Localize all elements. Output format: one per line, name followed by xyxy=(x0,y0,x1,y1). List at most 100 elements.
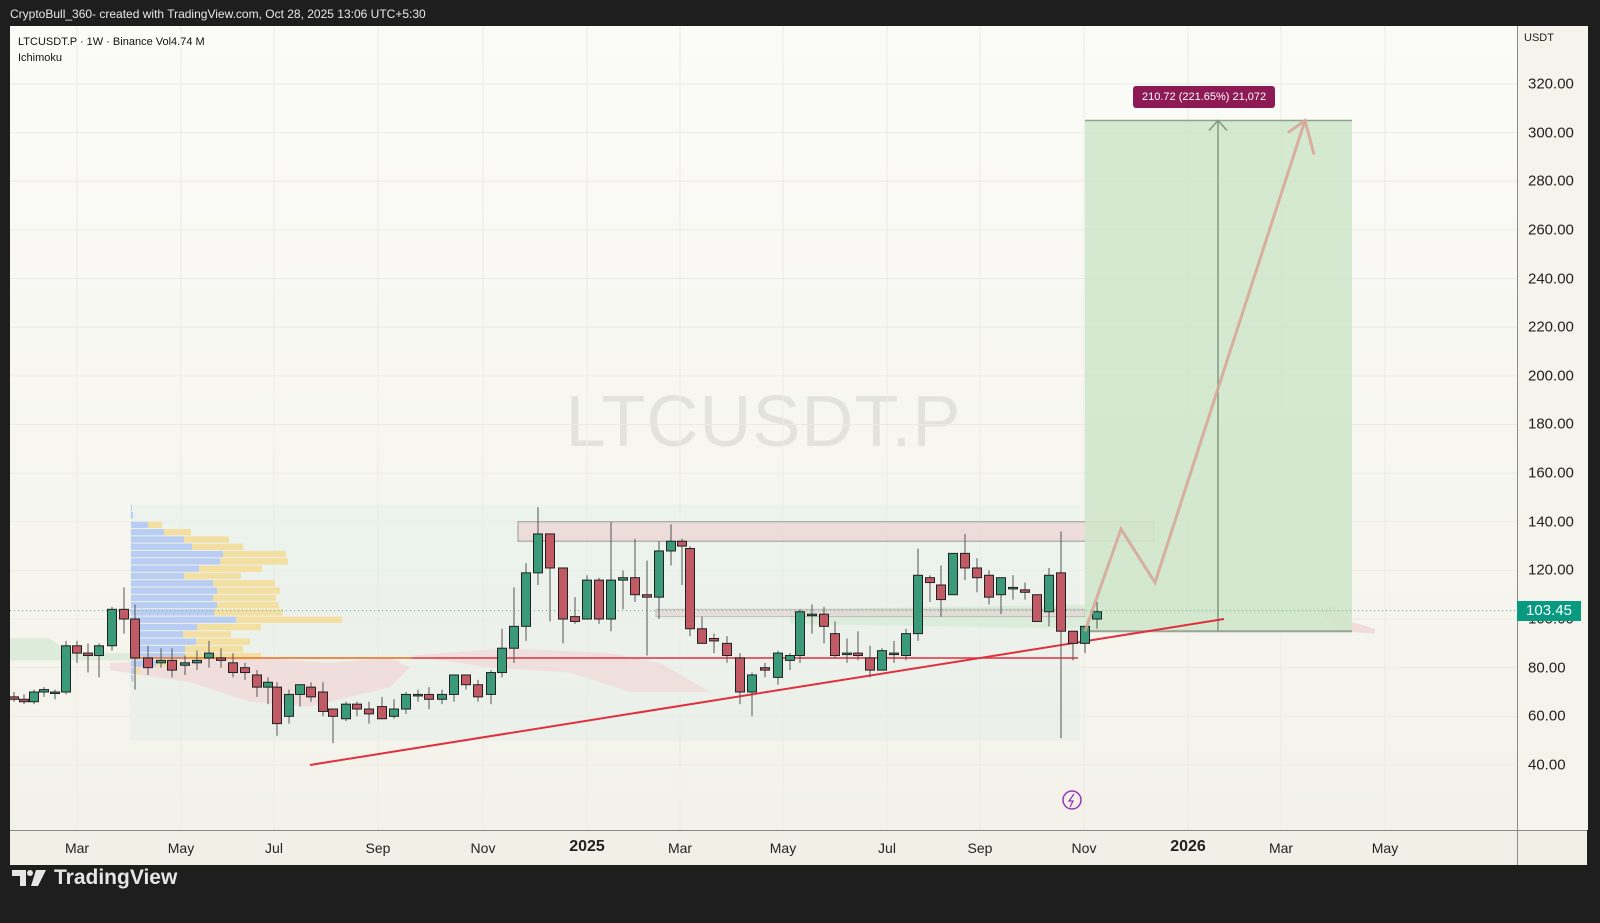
candle-bearish[interactable] xyxy=(240,667,250,674)
candle-bearish[interactable] xyxy=(473,684,483,698)
candle-bearish[interactable] xyxy=(1068,630,1078,644)
candle-bullish[interactable] xyxy=(156,659,166,664)
candle-bullish[interactable] xyxy=(50,691,60,694)
candle-bullish[interactable] xyxy=(747,674,757,693)
candle-bullish[interactable] xyxy=(996,577,1006,596)
candle-bearish[interactable] xyxy=(10,696,19,700)
candle-bearish[interactable] xyxy=(972,567,982,579)
candle-bearish[interactable] xyxy=(167,659,177,671)
candle-bearish[interactable] xyxy=(318,691,328,712)
candle-bullish[interactable] xyxy=(1080,625,1090,644)
candlestick-chart[interactable] xyxy=(10,26,1517,830)
candle-bullish[interactable] xyxy=(877,650,887,671)
candle-bearish[interactable] xyxy=(984,574,994,598)
candle-bearish[interactable] xyxy=(960,552,970,569)
candle-bearish[interactable] xyxy=(642,594,652,598)
candle-bearish[interactable] xyxy=(630,577,640,596)
candle-bearish[interactable] xyxy=(72,645,82,654)
candle-bullish[interactable] xyxy=(509,625,519,649)
candle-bullish[interactable] xyxy=(618,577,628,581)
candle-bearish[interactable] xyxy=(925,577,935,584)
candle-bearish[interactable] xyxy=(216,657,226,661)
candle-bullish[interactable] xyxy=(889,652,899,656)
candle-bullish[interactable] xyxy=(842,652,852,656)
candle-bearish[interactable] xyxy=(545,533,555,569)
tradingview-logo[interactable]: TradingView xyxy=(12,866,177,890)
candle-bullish[interactable] xyxy=(192,659,202,664)
candle-bullish[interactable] xyxy=(295,684,305,695)
candle-bullish[interactable] xyxy=(437,693,447,700)
candle-bullish[interactable] xyxy=(29,691,39,703)
candle-bullish[interactable] xyxy=(521,572,531,627)
candle-bearish[interactable] xyxy=(819,613,829,627)
candle-bullish[interactable] xyxy=(666,540,676,552)
candle-bearish[interactable] xyxy=(936,584,946,601)
candle-bearish[interactable] xyxy=(570,616,580,622)
candle-bearish[interactable] xyxy=(377,706,387,720)
candle-bearish[interactable] xyxy=(1056,572,1066,632)
candle-bullish[interactable] xyxy=(913,574,923,635)
candle-bearish[interactable] xyxy=(558,567,568,620)
candle-bullish[interactable] xyxy=(606,579,616,620)
candle-bearish[interactable] xyxy=(306,686,316,698)
candle-bullish[interactable] xyxy=(39,689,49,693)
candle-bullish[interactable] xyxy=(533,533,543,574)
candle-bullish[interactable] xyxy=(449,674,459,695)
candle-bullish[interactable] xyxy=(486,672,496,695)
candle-bearish[interactable] xyxy=(677,540,687,547)
candle-bullish[interactable] xyxy=(654,550,664,598)
measure-tool-label[interactable]: 210.72 (221.65%) 21,072 xyxy=(1133,86,1276,108)
candle-bearish[interactable] xyxy=(228,662,238,674)
candle-bullish[interactable] xyxy=(901,633,911,657)
candle-bullish[interactable] xyxy=(284,693,294,717)
candle-bullish[interactable] xyxy=(582,579,592,620)
candle-bullish[interactable] xyxy=(807,613,817,617)
candle-bearish[interactable] xyxy=(424,693,434,700)
candle-bullish[interactable] xyxy=(263,681,273,688)
candle-bullish[interactable] xyxy=(61,645,71,693)
candle-bullish[interactable] xyxy=(785,655,795,661)
candle-bearish[interactable] xyxy=(130,618,140,659)
candle-bearish[interactable] xyxy=(119,608,129,620)
resistance-zone[interactable] xyxy=(517,521,1155,542)
candle-bullish[interactable] xyxy=(1092,611,1102,620)
candle-bullish[interactable] xyxy=(773,652,783,678)
time-axis[interactable]: Mar May Jul Sep Nov 2025 Mar May Jul Sep Nov 2026 Ma… xyxy=(10,830,1587,865)
candle-bearish[interactable] xyxy=(143,657,153,669)
candle-bearish[interactable] xyxy=(722,642,732,657)
candle-bullish[interactable] xyxy=(94,645,104,657)
candle-bearish[interactable] xyxy=(364,708,374,715)
candle-bullish[interactable] xyxy=(948,552,958,596)
indicator-label[interactable]: Ichimoku xyxy=(18,52,63,64)
candle-bearish[interactable] xyxy=(685,548,695,630)
candle-bearish[interactable] xyxy=(328,708,338,717)
candle-bearish[interactable] xyxy=(697,628,707,644)
candle-bearish[interactable] xyxy=(19,698,29,703)
currency-unit-label[interactable]: USDT xyxy=(1524,32,1554,44)
candle-bearish[interactable] xyxy=(1020,589,1030,593)
candle-bearish[interactable] xyxy=(830,633,840,657)
candle-bullish[interactable] xyxy=(180,662,190,666)
candle-bullish[interactable] xyxy=(204,652,214,659)
symbol-info[interactable]: LTCUSDT.P · 1W · Binance Vol4.74 M xyxy=(18,36,205,48)
candle-bearish[interactable] xyxy=(760,667,770,671)
candle-bearish[interactable] xyxy=(594,579,604,620)
projection-path[interactable] xyxy=(1083,120,1307,632)
candle-bullish[interactable] xyxy=(389,708,399,717)
candle-bearish[interactable] xyxy=(853,652,863,657)
candle-bullish[interactable] xyxy=(1008,586,1018,590)
candle-bullish[interactable] xyxy=(107,608,117,647)
candle-bearish[interactable] xyxy=(461,674,471,686)
candle-bullish[interactable] xyxy=(795,611,805,657)
candle-bullish[interactable] xyxy=(341,703,351,720)
candle-bearish[interactable] xyxy=(83,652,93,657)
candle-bearish[interactable] xyxy=(272,686,282,725)
candle-bearish[interactable] xyxy=(252,674,262,688)
candle-bullish[interactable] xyxy=(497,647,507,674)
candle-bullish[interactable] xyxy=(413,693,423,697)
candle-bullish[interactable] xyxy=(1044,574,1054,613)
price-axis[interactable]: USDT 320.00 300.00 280.00 260.00 240.00 220.0… xyxy=(1517,26,1588,830)
candle-bearish[interactable] xyxy=(865,657,875,671)
lightning-event-icon[interactable] xyxy=(1062,790,1082,810)
candle-bearish[interactable] xyxy=(352,703,362,710)
